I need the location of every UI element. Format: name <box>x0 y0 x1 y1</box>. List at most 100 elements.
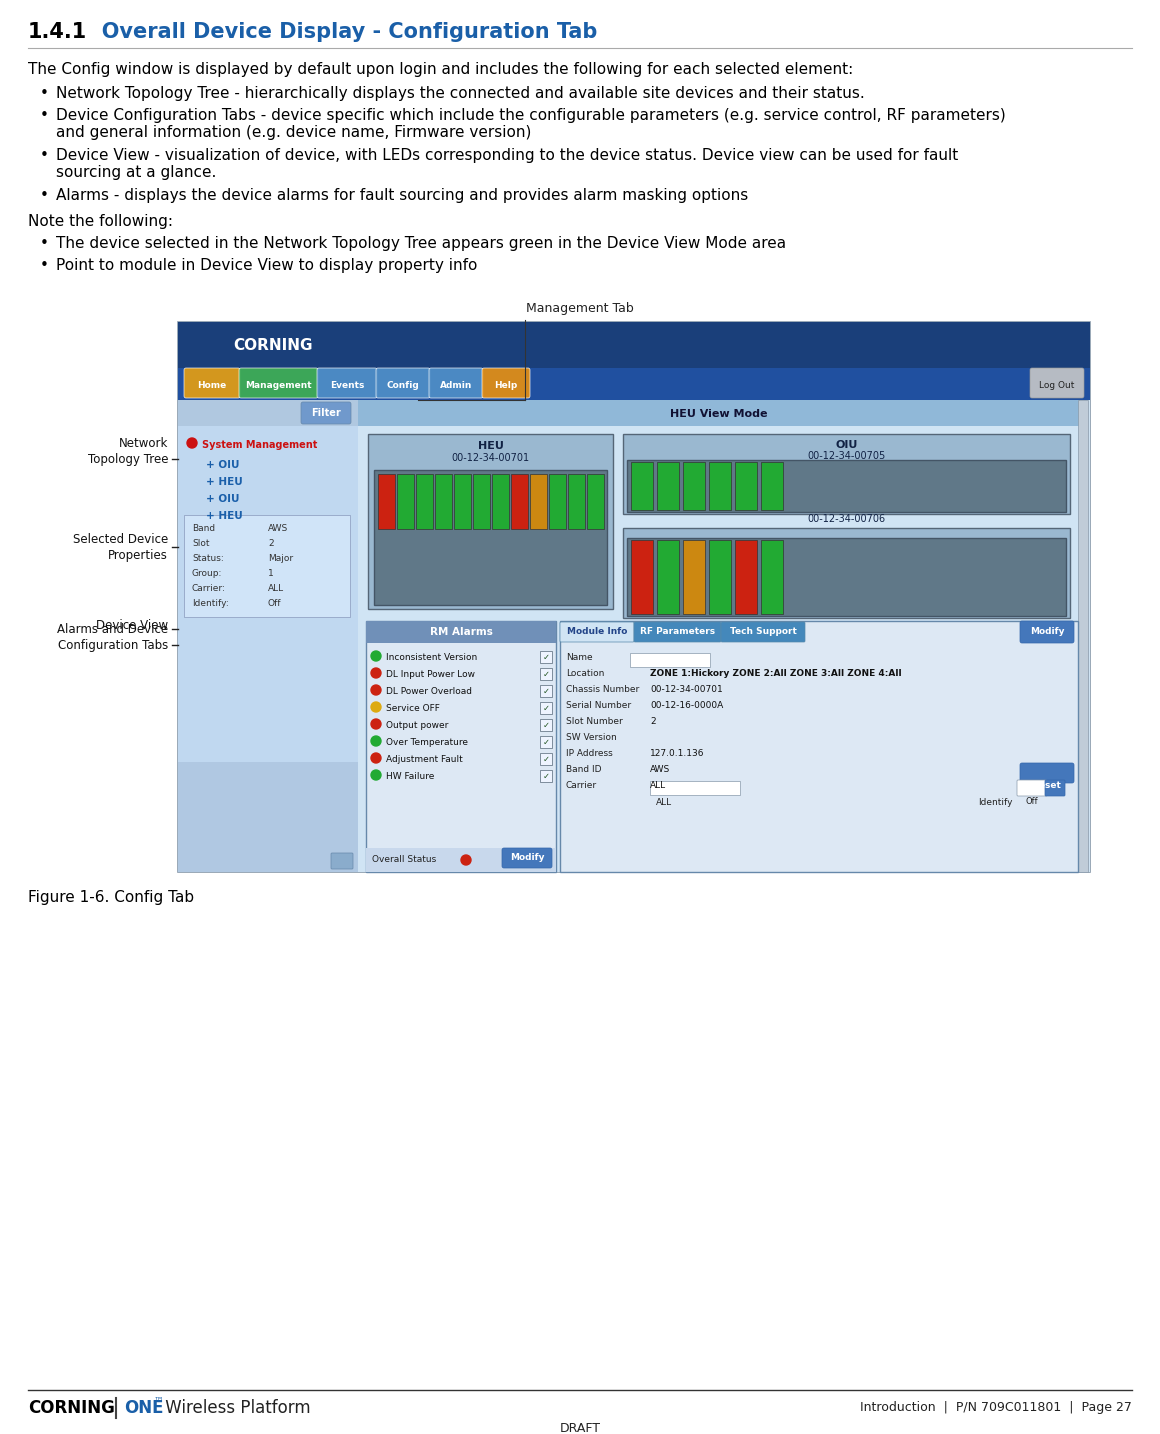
Bar <box>541 736 552 749</box>
Text: Modify: Modify <box>1030 628 1064 637</box>
Text: ✓: ✓ <box>543 754 550 763</box>
Text: Filter: Filter <box>311 409 341 417</box>
Text: Events: Events <box>329 380 364 390</box>
Circle shape <box>371 651 380 661</box>
Text: Band ID: Band ID <box>566 764 602 774</box>
Text: Modify: Modify <box>509 853 544 862</box>
Text: 127.0.1.136: 127.0.1.136 <box>650 749 704 759</box>
Text: DRAFT: DRAFT <box>559 1421 601 1434</box>
Bar <box>512 475 528 529</box>
Text: ►: ► <box>339 870 346 879</box>
Circle shape <box>371 685 380 695</box>
Bar <box>549 475 566 529</box>
Text: Introduction  |  P/N 709C011801  |  Page 27: Introduction | P/N 709C011801 | Page 27 <box>860 1401 1132 1414</box>
Text: Identify:: Identify: <box>193 599 229 608</box>
FancyBboxPatch shape <box>1017 780 1047 796</box>
Text: 2: 2 <box>650 717 655 726</box>
Bar <box>623 435 1070 513</box>
Text: Management: Management <box>245 380 312 390</box>
Text: SW Version: SW Version <box>566 733 617 741</box>
Bar <box>541 651 552 663</box>
Circle shape <box>371 703 380 713</box>
Text: Chassis Number: Chassis Number <box>566 685 639 694</box>
Text: DL Power Overload: DL Power Overload <box>386 687 472 695</box>
Circle shape <box>371 753 380 763</box>
Bar <box>761 541 783 614</box>
Text: Figure 1-6. Config Tab: Figure 1-6. Config Tab <box>28 891 194 905</box>
Text: ™: ™ <box>154 1395 164 1405</box>
Text: Tech Support: Tech Support <box>730 628 797 637</box>
Text: Service OFF: Service OFF <box>386 704 440 713</box>
Text: HEU: HEU <box>478 442 503 452</box>
FancyBboxPatch shape <box>331 853 353 869</box>
Text: AWS: AWS <box>268 523 288 533</box>
Bar <box>541 770 552 782</box>
Text: Over Temperature: Over Temperature <box>386 739 467 747</box>
Text: ✓: ✓ <box>543 652 550 661</box>
Circle shape <box>371 736 380 746</box>
Bar <box>560 621 1078 872</box>
Text: ✓: ✓ <box>543 720 550 730</box>
Text: ✓: ✓ <box>543 670 550 678</box>
Text: Log Out: Log Out <box>1039 380 1074 390</box>
Text: •: • <box>39 108 49 123</box>
Text: ✓: ✓ <box>543 771 550 780</box>
Bar <box>1078 400 1088 872</box>
Text: Off: Off <box>268 599 282 608</box>
Bar <box>623 528 1070 618</box>
Bar <box>657 462 679 511</box>
Bar <box>177 323 1090 872</box>
Text: Location: Location <box>566 670 604 678</box>
FancyBboxPatch shape <box>300 402 351 424</box>
FancyBboxPatch shape <box>239 369 318 399</box>
Text: 00-12-34-00706: 00-12-34-00706 <box>807 513 885 523</box>
Bar <box>657 541 679 614</box>
Bar <box>367 621 556 642</box>
FancyBboxPatch shape <box>376 369 430 399</box>
Bar <box>568 475 585 529</box>
Text: ✓: ✓ <box>543 687 550 695</box>
Bar <box>492 475 509 529</box>
Text: Network
Topology Tree: Network Topology Tree <box>87 437 168 466</box>
FancyBboxPatch shape <box>317 369 377 399</box>
Text: Home: Home <box>197 380 226 390</box>
Text: Overall Status: Overall Status <box>372 856 436 865</box>
Circle shape <box>461 855 471 865</box>
FancyBboxPatch shape <box>560 622 635 642</box>
Bar <box>177 400 358 426</box>
Text: The Config window is displayed by default upon login and includes the following : The Config window is displayed by defaul… <box>28 62 854 77</box>
Text: ONE: ONE <box>124 1400 164 1417</box>
Bar <box>177 400 358 872</box>
Text: ✓: ✓ <box>543 704 550 713</box>
FancyBboxPatch shape <box>429 369 483 399</box>
Bar <box>735 541 757 614</box>
Text: Group:: Group: <box>193 569 223 578</box>
Bar <box>530 475 548 529</box>
Bar <box>378 475 396 529</box>
Text: Alarms - displays the device alarms for fault sourcing and provides alarm maskin: Alarms - displays the device alarms for … <box>56 188 748 204</box>
Text: RM Alarms: RM Alarms <box>429 627 493 637</box>
Text: Management Tab: Management Tab <box>525 303 633 315</box>
Text: Device View: Device View <box>96 619 168 632</box>
Circle shape <box>371 668 380 678</box>
Text: DL Input Power Low: DL Input Power Low <box>386 670 474 680</box>
Bar <box>541 718 552 731</box>
Text: •: • <box>39 86 49 100</box>
FancyBboxPatch shape <box>483 369 530 399</box>
Text: Device Configuration Tabs - device specific which include the configurable param: Device Configuration Tabs - device speci… <box>56 108 1006 141</box>
Text: Name: Name <box>566 652 593 663</box>
Text: RF Parameters: RF Parameters <box>640 628 715 637</box>
Text: Point to module in Device View to display property info: Point to module in Device View to displa… <box>56 258 478 272</box>
Text: Output power: Output power <box>386 721 449 730</box>
Bar <box>631 462 653 511</box>
Text: Adjustment Fault: Adjustment Fault <box>386 754 463 764</box>
Text: IP Address: IP Address <box>566 749 612 759</box>
Text: Help: Help <box>494 380 517 390</box>
Circle shape <box>187 437 197 447</box>
FancyBboxPatch shape <box>184 369 240 399</box>
Text: Alarms and Device
Configuration Tabs: Alarms and Device Configuration Tabs <box>57 622 168 652</box>
Text: HEU View Mode: HEU View Mode <box>670 409 768 419</box>
Text: OIU: OIU <box>835 440 857 450</box>
Bar <box>454 475 471 529</box>
Bar <box>416 475 433 529</box>
